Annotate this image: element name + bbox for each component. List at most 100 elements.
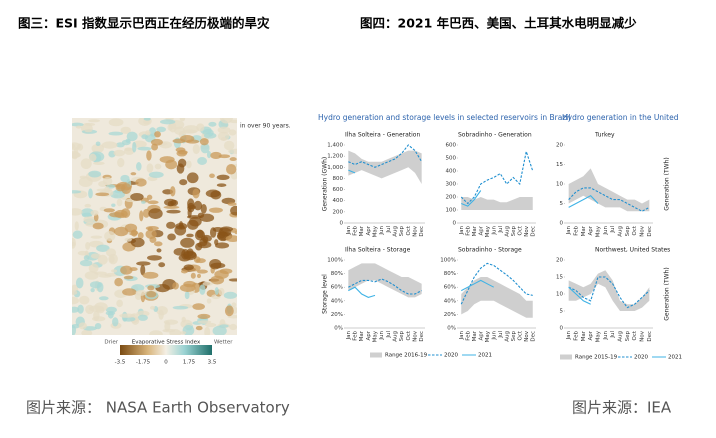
map-patch <box>88 188 93 199</box>
map-patch <box>72 143 76 149</box>
map-patch <box>117 157 125 168</box>
map-patch <box>83 216 95 223</box>
source: 图片来源：IEA <box>572 399 672 417</box>
map-patch <box>215 242 230 249</box>
map-patch <box>230 205 237 216</box>
map-patch <box>137 314 148 321</box>
map-patch <box>145 229 157 239</box>
x-tick-label: Apr <box>366 225 372 235</box>
map-patch <box>224 305 234 317</box>
map-patch <box>149 305 156 310</box>
map-patch <box>203 132 217 139</box>
map-patch <box>210 275 225 285</box>
map-patch <box>226 163 237 175</box>
line-s2021 <box>568 286 591 305</box>
y-axis-label: Generation (TWh) <box>664 157 671 210</box>
y-tick-label: 200 <box>446 195 457 201</box>
map-patch <box>111 269 118 273</box>
x-tick-label: Oct <box>632 225 638 235</box>
x-tick-label: Dec <box>647 331 653 342</box>
panel-title: Turkey <box>594 132 615 139</box>
x-tick-label: Oct <box>406 330 412 340</box>
map-patch <box>217 126 231 134</box>
map-patch <box>205 189 221 198</box>
map-patch <box>219 118 233 124</box>
map-patch <box>228 278 237 282</box>
map-patch <box>136 162 142 171</box>
y-tick-label: 5 <box>560 309 564 315</box>
map-patch <box>126 131 138 142</box>
map-patch <box>181 316 186 323</box>
legend-tick: 1.75 <box>183 360 196 366</box>
map-patch <box>196 123 205 132</box>
map-patch <box>83 255 90 261</box>
map-patch <box>197 320 212 324</box>
x-tick-label: Jan <box>459 330 465 340</box>
map-patch <box>95 307 105 314</box>
map-patch <box>92 222 104 230</box>
map-patch <box>84 203 92 208</box>
y-tick-label: 600 <box>446 143 457 149</box>
map-patch <box>196 269 208 274</box>
x-tick-label: Sep <box>625 331 631 342</box>
map-patch <box>163 205 180 209</box>
map-patch <box>195 325 203 331</box>
map-patch <box>206 298 212 304</box>
map-patch <box>223 140 235 151</box>
line-s2020 <box>460 262 533 305</box>
x-tick-label: Mar <box>359 330 365 341</box>
panel-title: Sobradinho - Storage <box>458 247 522 254</box>
x-tick-label: May <box>485 225 491 237</box>
x-tick-label: Jul <box>610 226 616 234</box>
x-tick-label: Jan <box>459 225 465 235</box>
x-tick-label: Nov <box>640 225 646 236</box>
map-patch <box>130 192 144 201</box>
map-patch <box>84 271 99 280</box>
y-tick-label: 400 <box>446 169 457 175</box>
map-patch <box>158 262 166 268</box>
map-patch <box>200 143 210 154</box>
map-patch <box>84 128 93 133</box>
y-tick-label: 200 <box>333 209 344 215</box>
x-tick-label: Jun <box>379 225 385 235</box>
map-patch <box>172 305 189 310</box>
map-patch <box>88 263 99 273</box>
map-patch <box>72 208 83 216</box>
x-tick-label: Feb <box>353 226 359 236</box>
map-patch <box>217 131 230 141</box>
map-patch <box>91 143 104 154</box>
x-tick-label: Oct <box>517 330 523 340</box>
y-tick-label: 0% <box>447 326 456 332</box>
map-patch <box>179 179 188 186</box>
map-patch <box>114 277 123 287</box>
y-axis-label: Generation (GWh) <box>322 157 329 211</box>
map-patch <box>72 290 78 295</box>
map-patch <box>175 147 186 153</box>
y-tick-label: 0 <box>453 221 457 227</box>
map-patch <box>143 119 150 125</box>
line-s2021 <box>460 279 495 292</box>
map-patch <box>229 157 237 162</box>
map-patch <box>72 296 79 305</box>
x-tick-label: Aug <box>618 331 624 342</box>
map-patch <box>104 230 116 242</box>
map-patch <box>75 277 84 289</box>
x-tick-label: Dec <box>647 226 653 237</box>
map-patch <box>72 230 83 239</box>
y-tick-label: 15 <box>556 275 563 281</box>
y-tick-label: 40% <box>331 298 343 304</box>
legend-title: Evaporative Stress Index <box>132 340 201 346</box>
map-patch <box>85 242 91 250</box>
line-s2020 <box>568 276 650 309</box>
map-patch <box>145 130 151 136</box>
map-patch <box>104 186 110 194</box>
x-tick-label: Sep <box>511 331 517 342</box>
y-tick-label: 1,400 <box>327 143 343 149</box>
map-patch <box>93 161 105 166</box>
y-tick-label: 0 <box>560 326 564 332</box>
map-patch <box>234 231 237 235</box>
x-tick-label: May <box>373 225 379 237</box>
map-patch <box>148 208 163 219</box>
y-axis-label: Generation (TWh) <box>664 267 671 320</box>
panel-title: Ilha Solteira - Generation <box>345 132 420 139</box>
